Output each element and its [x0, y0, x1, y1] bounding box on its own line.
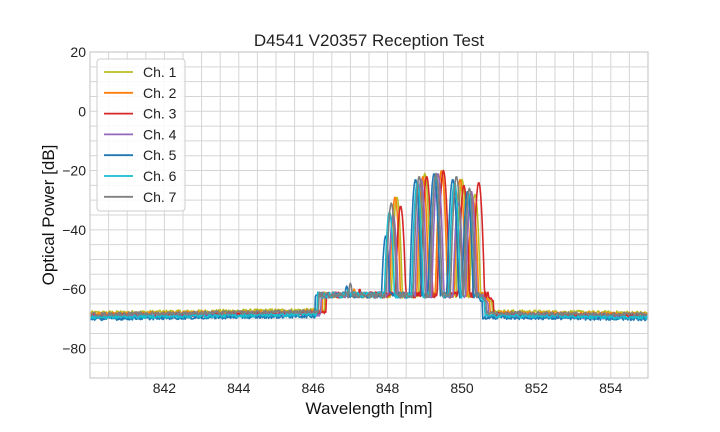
legend-label: Ch. 5 — [143, 147, 177, 163]
y-tick-label: −20 — [62, 163, 86, 179]
x-axis-label: Wavelength [nm] — [306, 399, 433, 418]
legend: Ch. 1 Ch. 2 Ch. 3 Ch. 4 Ch. 5 Ch. 6 Ch. 7 — [96, 58, 186, 212]
x-tick-label: 842 — [153, 380, 177, 396]
y-tick-label: 0 — [78, 103, 86, 119]
series-line-ch-6 — [89, 175, 649, 320]
y-tick-label: −60 — [62, 281, 86, 297]
legend-label: Ch. 1 — [143, 64, 177, 80]
legend-label: Ch. 2 — [143, 85, 177, 101]
legend-label: Ch. 6 — [143, 168, 177, 184]
legend-label: Ch. 4 — [143, 126, 177, 142]
x-tick-label: 846 — [302, 380, 326, 396]
x-tick-label: 844 — [227, 380, 251, 396]
x-tick-label: 850 — [450, 380, 474, 396]
chart-title: D4541 V20357 Reception Test — [254, 31, 485, 50]
x-tick-labels: 842 844 846 848 850 852 854 — [153, 380, 623, 396]
x-tick-label: 852 — [525, 380, 549, 396]
y-tick-label: −40 — [62, 222, 86, 238]
series-line-ch-7 — [89, 172, 649, 317]
legend-box — [96, 58, 186, 212]
y-tick-label: −80 — [62, 340, 86, 356]
plot-frame — [89, 51, 649, 379]
y-tick-label: 20 — [70, 44, 86, 60]
legend-label: Ch. 7 — [143, 189, 177, 205]
y-tick-labels: 20 0 −20 −40 −60 −80 — [62, 44, 86, 356]
x-tick-label: 848 — [376, 380, 400, 396]
series-lines — [89, 169, 649, 322]
y-axis-label: Optical Power [dB] — [39, 145, 58, 286]
x-tick-label: 854 — [599, 380, 623, 396]
legend-label: Ch. 3 — [143, 106, 177, 122]
